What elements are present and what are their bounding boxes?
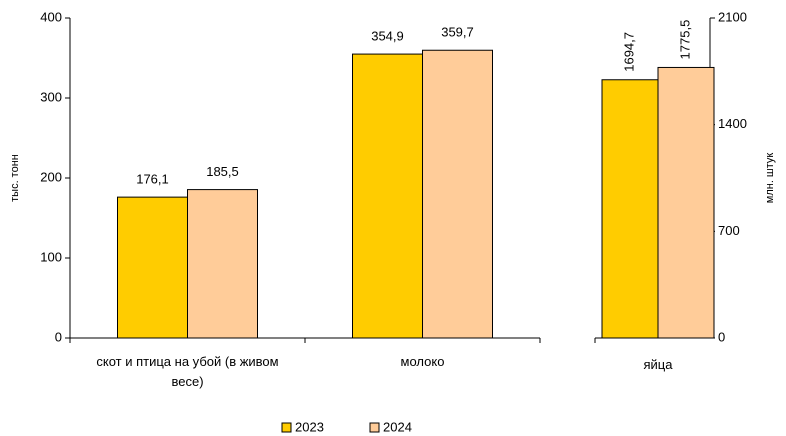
y2-tick-label: 0 (718, 329, 725, 344)
data-label: 176,1 (136, 172, 169, 187)
y2-tick-label: 1400 (718, 116, 747, 131)
x-tick-label: яйца (643, 357, 673, 372)
bar (422, 49, 493, 339)
y-tick-label: 300 (40, 89, 62, 104)
x-tick-label: молоко (400, 354, 445, 369)
data-label: 359,7 (441, 25, 474, 40)
y-tick-label: 400 (40, 9, 62, 24)
y-axis-title: тыс. тонн (9, 154, 21, 202)
data-label: 1694,7 (621, 32, 636, 72)
bar (601, 79, 659, 339)
data-label: 354,9 (371, 29, 404, 44)
legend-label: 2024 (383, 419, 412, 434)
legend-swatch (281, 422, 292, 433)
legend-label: 2023 (295, 419, 324, 434)
bar (117, 196, 188, 339)
y-tick-label: 0 (55, 329, 62, 344)
bar (187, 189, 258, 339)
legend-swatch (369, 422, 380, 433)
y-tick-label: 200 (40, 169, 62, 184)
y2-tick-label: 2100 (718, 9, 747, 24)
bar (352, 53, 423, 339)
x-tick-label: скот и птица на убой (в живом весе) (96, 354, 279, 389)
y-tick-label: 100 (40, 249, 62, 264)
data-label: 185,5 (206, 164, 239, 179)
y2-tick-label: 700 (718, 223, 740, 238)
y2-axis-title: млн. штук (764, 153, 776, 204)
bar (657, 66, 715, 339)
data-label: 1775,5 (677, 20, 692, 60)
